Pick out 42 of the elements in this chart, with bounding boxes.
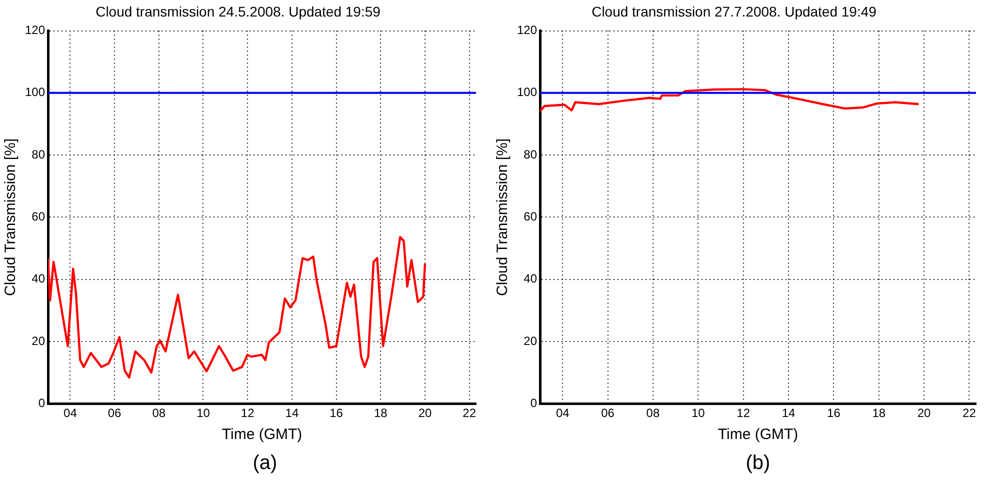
x-tick-label: 06 [601, 406, 615, 420]
x-tick-label: 22 [962, 406, 976, 420]
x-tick-label: 10 [691, 406, 706, 420]
chart-title: Cloud transmission 24.5.2008. Updated 19:59 [96, 3, 381, 20]
x-axis-title: Time (GMT) [718, 426, 798, 444]
x-tick-label: 04 [64, 406, 78, 420]
y-tick-label: 60 [524, 210, 538, 224]
x-tick-label: 20 [418, 406, 432, 420]
y-tick-label: 20 [32, 334, 46, 348]
x-tick-label: 16 [827, 406, 841, 420]
text: (a) [252, 452, 278, 475]
x-tick-label: 04 [556, 406, 570, 420]
y-tick-label: 0 [38, 396, 46, 410]
x-tick-label: 08 [152, 406, 166, 420]
y-tick-label: 100 [516, 85, 538, 100]
x-tick-label: 10 [196, 406, 210, 420]
x-tick-label: 08 [646, 406, 660, 420]
chart-title: Cloud transmission 27.7.2008. Updated 19:49 [592, 3, 877, 20]
y-tick-label: 120 [516, 23, 538, 38]
text: (b) [744, 452, 772, 475]
y-tick-label: 80 [32, 147, 46, 162]
x-tick-label: 20 [917, 406, 932, 420]
x-tick-label: 14 [782, 406, 796, 420]
x-tick-label: 12 [240, 406, 255, 420]
y-tick-label: 60 [32, 210, 46, 224]
x-tick-label: 22 [462, 406, 476, 420]
y-tick-label: 40 [32, 272, 46, 286]
y-tick-label: 80 [524, 147, 538, 162]
x-tick-label: 14 [285, 406, 299, 420]
x-tick-label: 16 [330, 406, 344, 420]
y-tick-label: 40 [524, 272, 538, 286]
y-tick-label: 0 [530, 396, 538, 410]
y-tick-label: 120 [24, 23, 46, 38]
x-axis-title: Time (GMT) [222, 426, 302, 444]
x-tick-label: 18 [872, 406, 886, 420]
y-tick-label: 20 [524, 334, 538, 348]
y-axis-title: Cloud Transmission [%] [2, 138, 20, 296]
x-tick-label: 12 [736, 406, 750, 420]
x-tick-label: 18 [374, 406, 388, 420]
y-tick-label: 100 [24, 85, 46, 100]
y-axis-title: Cloud Transmission [%] [494, 138, 512, 296]
x-tick-label: 06 [108, 406, 122, 420]
